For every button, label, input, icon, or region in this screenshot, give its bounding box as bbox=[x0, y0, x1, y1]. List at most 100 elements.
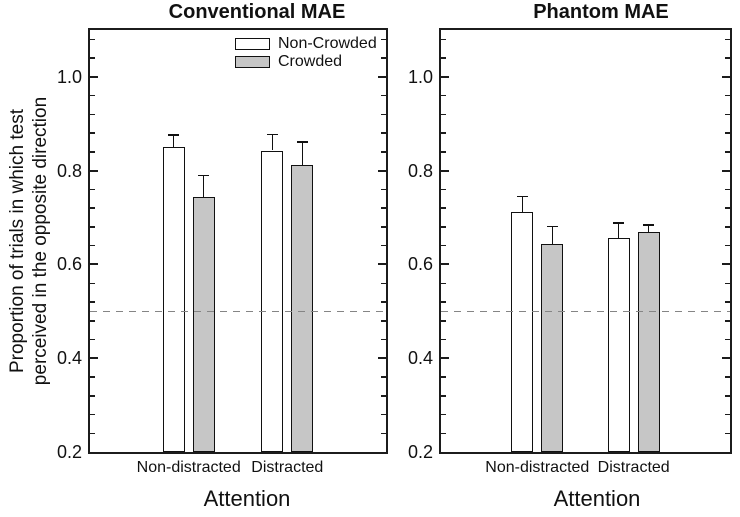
y-minor-tick bbox=[381, 151, 386, 153]
y-minor-tick bbox=[381, 413, 386, 416]
y-minor-tick bbox=[90, 226, 95, 228]
bar-non-crowded-distracted bbox=[607, 237, 630, 452]
y-minor-tick bbox=[725, 432, 730, 434]
y-minor-tick bbox=[90, 432, 95, 434]
y-major-tick bbox=[722, 75, 730, 78]
y-minor-tick bbox=[441, 113, 446, 116]
y-minor-tick bbox=[90, 151, 95, 153]
legend-label-non-crowded: Non-Crowded bbox=[278, 35, 377, 52]
legend-item-crowded: Crowded bbox=[235, 54, 377, 70]
y-minor-tick bbox=[725, 282, 730, 284]
y-minor-tick bbox=[441, 282, 446, 284]
y-minor-tick bbox=[90, 301, 95, 303]
y-minor-tick bbox=[381, 432, 386, 434]
y-minor-tick bbox=[90, 413, 95, 416]
y-minor-tick bbox=[90, 320, 95, 322]
y-major-tick bbox=[378, 75, 386, 78]
y-tick-label: 0.6 bbox=[56, 254, 82, 275]
y-minor-tick bbox=[441, 94, 446, 97]
y-minor-tick bbox=[90, 244, 95, 247]
y-major-tick bbox=[722, 263, 730, 266]
y-minor-tick bbox=[441, 301, 446, 303]
y-minor-tick bbox=[441, 38, 446, 41]
y-minor-tick bbox=[381, 207, 386, 209]
error-bar-stem bbox=[301, 142, 304, 165]
y-minor-tick bbox=[90, 282, 95, 284]
y-major-tick bbox=[90, 75, 98, 78]
y-minor-tick bbox=[90, 338, 95, 341]
y-minor-tick bbox=[441, 207, 446, 209]
y-minor-tick bbox=[381, 282, 386, 284]
y-minor-tick bbox=[725, 376, 730, 378]
y-minor-tick bbox=[90, 113, 95, 116]
y-minor-tick bbox=[90, 188, 95, 191]
error-bar-cap bbox=[266, 133, 278, 136]
y-tick-label: 0.6 bbox=[407, 254, 433, 275]
y-minor-tick bbox=[381, 338, 386, 341]
y-minor-tick bbox=[90, 376, 95, 378]
y-major-tick bbox=[722, 357, 730, 360]
y-minor-tick bbox=[725, 413, 730, 416]
bar-non-crowded-non-distracted bbox=[511, 212, 534, 452]
y-major-tick bbox=[441, 75, 449, 78]
y-minor-tick bbox=[90, 132, 95, 134]
bar-crowded-distracted bbox=[291, 164, 314, 452]
y-minor-tick bbox=[381, 38, 386, 41]
bar-crowded-non-distracted bbox=[192, 196, 215, 452]
error-bar-stem bbox=[647, 225, 650, 233]
bar-non-crowded-distracted bbox=[261, 150, 284, 452]
y-minor-tick bbox=[381, 376, 386, 378]
y-minor-tick bbox=[725, 395, 730, 397]
y-minor-tick bbox=[381, 94, 386, 97]
y-minor-tick bbox=[90, 57, 95, 59]
x-axis-title-phantom: Attention bbox=[553, 486, 641, 511]
error-bar-cap bbox=[516, 195, 528, 198]
y-minor-tick bbox=[725, 301, 730, 303]
y-major-tick bbox=[378, 357, 386, 360]
y-major-tick bbox=[90, 169, 98, 172]
y-tick-label: 0.2 bbox=[56, 442, 82, 462]
y-minor-tick bbox=[725, 226, 730, 228]
y-minor-tick bbox=[381, 226, 386, 228]
error-bar-cap bbox=[613, 222, 625, 224]
error-bar-stem bbox=[551, 226, 554, 245]
y-minor-tick bbox=[441, 226, 446, 228]
y-minor-tick bbox=[90, 207, 95, 209]
category-label: Non-distracted bbox=[136, 459, 241, 476]
error-bar-cap bbox=[168, 134, 180, 136]
legend-item-non-crowded: Non-Crowded bbox=[235, 36, 377, 52]
reference-line bbox=[441, 311, 730, 313]
y-axis-title-line1: Proportion of trials in which test bbox=[7, 109, 28, 374]
y-minor-tick bbox=[725, 38, 730, 41]
y-major-tick bbox=[441, 169, 449, 172]
y-tick-label: 0.8 bbox=[407, 160, 433, 181]
y-minor-tick bbox=[381, 132, 386, 134]
bar-crowded-distracted bbox=[637, 232, 660, 452]
y-minor-tick bbox=[441, 376, 446, 378]
y-minor-tick bbox=[725, 113, 730, 116]
y-minor-tick bbox=[725, 188, 730, 191]
error-bar-cap bbox=[296, 141, 308, 143]
y-minor-tick bbox=[441, 188, 446, 191]
y-minor-tick bbox=[725, 207, 730, 209]
y-minor-tick bbox=[725, 57, 730, 59]
y-minor-tick bbox=[725, 338, 730, 341]
error-bar-cap bbox=[198, 174, 210, 177]
error-bar-stem bbox=[271, 134, 274, 151]
y-minor-tick bbox=[381, 244, 386, 247]
y-minor-tick bbox=[441, 395, 446, 397]
category-label: Distracted bbox=[251, 459, 324, 476]
y-minor-tick bbox=[381, 301, 386, 303]
panel-title-phantom-mae: Phantom MAE bbox=[533, 1, 669, 23]
y-tick-label: 0.8 bbox=[56, 160, 82, 181]
y-minor-tick bbox=[381, 113, 386, 116]
y-minor-tick bbox=[441, 338, 446, 341]
y-minor-tick bbox=[441, 244, 446, 247]
error-bar-cap bbox=[643, 224, 655, 226]
y-minor-tick bbox=[441, 320, 446, 322]
y-minor-tick bbox=[441, 151, 446, 153]
y-minor-tick bbox=[381, 188, 386, 191]
legend: Non-Crowded Crowded bbox=[235, 36, 377, 72]
error-bar-stem bbox=[172, 135, 175, 148]
